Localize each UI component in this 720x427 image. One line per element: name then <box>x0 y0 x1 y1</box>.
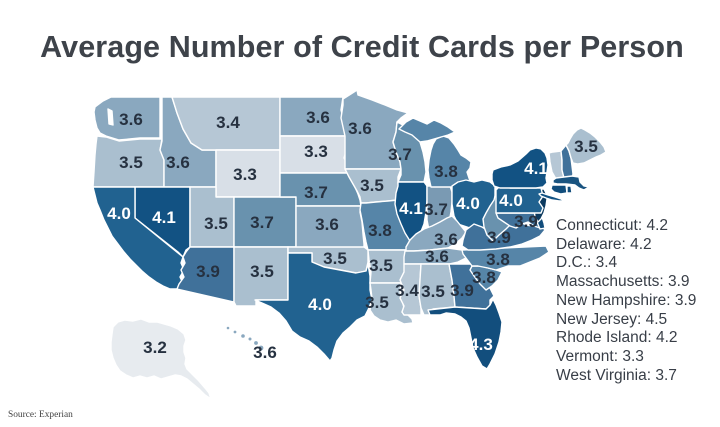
svg-text:3.5: 3.5 <box>360 176 384 195</box>
svg-text:3.6: 3.6 <box>348 119 372 138</box>
svg-text:3.3: 3.3 <box>304 142 328 161</box>
svg-text:3.8: 3.8 <box>486 250 510 269</box>
svg-text:3.2: 3.2 <box>143 338 167 357</box>
svg-text:3.5: 3.5 <box>365 293 389 312</box>
svg-text:3.6: 3.6 <box>119 110 143 129</box>
svg-text:3.8: 3.8 <box>368 221 392 240</box>
svg-text:4.0: 4.0 <box>456 194 480 213</box>
svg-text:3.8: 3.8 <box>434 162 458 181</box>
svg-text:3.9: 3.9 <box>487 228 511 247</box>
svg-text:3.7: 3.7 <box>388 145 412 164</box>
svg-text:4.0: 4.0 <box>107 204 131 223</box>
svg-text:3.5: 3.5 <box>323 249 347 268</box>
svg-text:4.1: 4.1 <box>152 208 176 227</box>
svg-text:3.6: 3.6 <box>306 108 330 127</box>
svg-text:3.5: 3.5 <box>119 153 143 172</box>
svg-text:3.7: 3.7 <box>424 200 448 219</box>
svg-text:3.6: 3.6 <box>315 215 339 234</box>
svg-text:4.0: 4.0 <box>308 295 332 314</box>
svg-text:3.5: 3.5 <box>421 282 445 301</box>
svg-text:3.8: 3.8 <box>472 268 496 287</box>
svg-text:4.0: 4.0 <box>499 191 523 210</box>
svg-text:3.7: 3.7 <box>250 213 274 232</box>
svg-text:3.5: 3.5 <box>250 262 274 281</box>
svg-text:3.5: 3.5 <box>574 137 598 156</box>
svg-text:3.6: 3.6 <box>434 230 458 249</box>
svg-text:3.5: 3.5 <box>369 256 393 275</box>
svg-text:4.1: 4.1 <box>399 199 423 218</box>
svg-text:3.9: 3.9 <box>514 212 538 231</box>
svg-text:3.5: 3.5 <box>204 214 228 233</box>
svg-text:3.7: 3.7 <box>304 183 328 202</box>
svg-text:3.4: 3.4 <box>216 113 240 132</box>
svg-text:3.6: 3.6 <box>425 247 449 266</box>
svg-text:4.1: 4.1 <box>524 159 548 178</box>
svg-text:3.9: 3.9 <box>450 281 474 300</box>
svg-text:3.6: 3.6 <box>166 153 190 172</box>
svg-text:3.9: 3.9 <box>196 262 220 281</box>
svg-text:3.4: 3.4 <box>395 281 419 300</box>
svg-text:3.3: 3.3 <box>233 165 257 184</box>
svg-text:4.3: 4.3 <box>469 335 493 354</box>
svg-text:3.6: 3.6 <box>253 343 277 362</box>
